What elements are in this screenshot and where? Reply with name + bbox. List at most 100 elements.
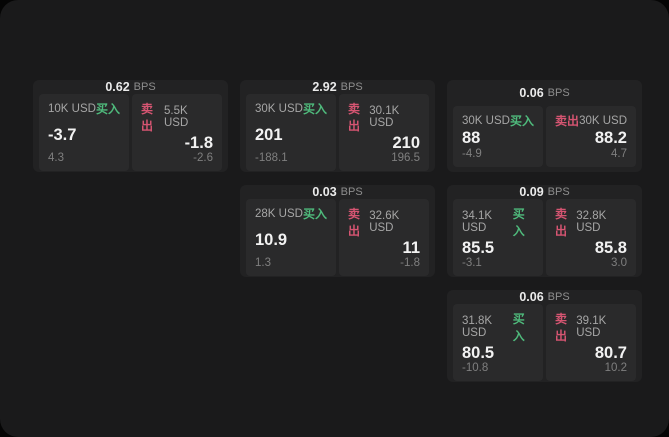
- card-body: 30K USD 买入 201 -188.1 卖出 30.1K USD 210 1…: [246, 94, 429, 172]
- card-header: 2.92 BPS: [246, 80, 429, 94]
- sell-change: -1.8: [400, 257, 420, 270]
- card-header: 0.62 BPS: [39, 80, 222, 94]
- buy-price: 201: [255, 125, 283, 144]
- sell-size-label: 5.5K USD: [164, 105, 189, 129]
- card-body: 34.1K USD 买入 85.5 -3.1 卖出 32.8K USD 85.8…: [453, 199, 636, 277]
- quotes-grid: 0.62 BPS 10K USD 买入 -3.7 4.3 卖出 5.5K USD…: [33, 80, 642, 382]
- buy-size-label: 31.8K USD: [462, 315, 493, 339]
- sell-quote[interactable]: 卖出 30K USD 88.2 4.7: [546, 106, 636, 167]
- sell-size-label: 32.8K USD: [576, 210, 607, 234]
- buy-side-label: 买入: [302, 102, 327, 116]
- sell-size-label: 39.1K USD: [576, 315, 607, 339]
- sell-quote[interactable]: 卖出 30.1K USD 210 196.5: [339, 94, 429, 172]
- sell-side-label: 卖出: [555, 207, 568, 238]
- buy-size-label: 30K USD: [255, 102, 303, 115]
- sell-price: 11: [402, 239, 420, 257]
- bps-unit-label: BPS: [133, 81, 156, 93]
- buy-quote-header: 10K USD 买入: [48, 100, 120, 117]
- buy-quote[interactable]: 30K USD 买入 88 -4.9: [453, 106, 543, 167]
- card-header: 0.09 BPS: [453, 185, 636, 199]
- buy-size-label: 30K USD: [462, 114, 510, 127]
- buy-price: -3.7: [48, 125, 77, 144]
- card-body: 28K USD 买入 10.9 1.3 卖出 32.6K USD 11 -1.8: [246, 199, 429, 277]
- sell-quote[interactable]: 卖出 32.6K USD 11 -1.8: [339, 199, 429, 277]
- buy-quote[interactable]: 10K USD 买入 -3.7 4.3: [39, 94, 129, 172]
- quote-card: 2.92 BPS 30K USD 买入 201 -188.1 卖出 30.1K …: [240, 80, 435, 172]
- sell-quote[interactable]: 卖出 5.5K USD -1.8 -2.6: [132, 94, 222, 172]
- spread-bps-value: 0.06: [519, 290, 544, 304]
- sell-price: 80.7: [594, 344, 627, 362]
- sell-price: 210: [392, 134, 420, 152]
- sell-change: -2.6: [193, 152, 213, 165]
- card-header: 0.06 BPS: [453, 290, 636, 304]
- quote-card: 0.06 BPS 31.8K USD 买入 80.5 -10.8 卖出 39.1…: [447, 290, 642, 382]
- sell-size-label: 30.1K USD: [369, 105, 400, 129]
- bps-unit-label: BPS: [340, 186, 363, 198]
- buy-quote[interactable]: 28K USD 买入 10.9 1.3: [246, 199, 336, 277]
- sell-price: -1.8: [184, 134, 213, 152]
- sell-change: 4.7: [611, 147, 627, 160]
- buy-change: -4.9: [462, 147, 482, 160]
- sell-side-label: 卖出: [555, 312, 568, 343]
- bps-unit-label: BPS: [340, 81, 363, 93]
- sell-change: 196.5: [391, 152, 420, 165]
- sell-quote-header: 卖出 30K USD: [555, 112, 627, 129]
- sell-size-label: 32.6K USD: [369, 210, 400, 234]
- sell-quote-header: 卖出 5.5K USD: [141, 100, 213, 134]
- buy-size-label: 28K USD: [255, 207, 303, 220]
- buy-price: 88: [462, 129, 481, 148]
- buy-quote[interactable]: 34.1K USD 买入 85.5 -3.1: [453, 199, 543, 277]
- sell-quote-header: 卖出 32.6K USD: [348, 205, 420, 239]
- card-body: 10K USD 买入 -3.7 4.3 卖出 5.5K USD -1.8 -2.…: [39, 94, 222, 172]
- buy-size-label: 34.1K USD: [462, 210, 493, 234]
- bps-unit-label: BPS: [547, 186, 570, 198]
- quote-card: 0.09 BPS 34.1K USD 买入 85.5 -3.1 卖出 32.8K…: [447, 185, 642, 277]
- sell-change: 10.2: [604, 362, 627, 375]
- buy-change: 4.3: [48, 152, 64, 165]
- buy-quote-header: 31.8K USD 买入: [462, 310, 534, 344]
- card-header: 0.06 BPS: [453, 80, 636, 106]
- buy-change: -10.8: [462, 362, 489, 375]
- spread-bps-value: 0.06: [519, 86, 544, 100]
- sell-quote-header: 卖出 32.8K USD: [555, 205, 627, 239]
- quote-card: 0.03 BPS 28K USD 买入 10.9 1.3 卖出 32.6K US…: [240, 185, 435, 277]
- sell-side-label: 卖出: [555, 114, 580, 128]
- sell-quote[interactable]: 卖出 32.8K USD 85.8 3.0: [546, 199, 636, 277]
- sell-change: 3.0: [611, 257, 627, 270]
- sell-quote[interactable]: 卖出 39.1K USD 80.7 10.2: [546, 304, 636, 382]
- buy-price: 10.9: [255, 230, 288, 249]
- buy-quote-header: 28K USD 买入: [255, 205, 327, 222]
- card-header: 0.03 BPS: [246, 185, 429, 199]
- spread-bps-value: 0.03: [312, 185, 337, 199]
- buy-quote[interactable]: 31.8K USD 买入 80.5 -10.8: [453, 304, 543, 382]
- buy-quote-header: 34.1K USD 买入: [462, 205, 534, 239]
- buy-change: 1.3: [255, 257, 271, 270]
- buy-side-label: 买入: [512, 207, 525, 238]
- quote-card: 0.06 BPS 30K USD 买入 88 -4.9 卖出 30K USD 8…: [447, 80, 642, 172]
- buy-side-label: 买入: [302, 207, 327, 221]
- spread-bps-value: 2.92: [312, 80, 337, 94]
- sell-side-label: 卖出: [141, 102, 154, 133]
- sell-size-label: 30K USD: [579, 114, 627, 127]
- card-body: 30K USD 买入 88 -4.9 卖出 30K USD 88.2 4.7: [453, 106, 636, 167]
- buy-change: -3.1: [462, 257, 482, 270]
- bps-unit-label: BPS: [547, 87, 570, 99]
- sell-side-label: 卖出: [348, 207, 361, 238]
- buy-side-label: 买入: [95, 102, 120, 116]
- quote-card: 0.62 BPS 10K USD 买入 -3.7 4.3 卖出 5.5K USD…: [33, 80, 228, 172]
- buy-size-label: 10K USD: [48, 102, 96, 115]
- card-body: 31.8K USD 买入 80.5 -10.8 卖出 39.1K USD 80.…: [453, 304, 636, 382]
- buy-side-label: 买入: [509, 114, 534, 128]
- buy-quote[interactable]: 30K USD 买入 201 -188.1: [246, 94, 336, 172]
- sell-side-label: 卖出: [348, 102, 361, 133]
- sell-quote-header: 卖出 30.1K USD: [348, 100, 420, 134]
- buy-price: 85.5: [462, 239, 495, 257]
- spread-bps-value: 0.62: [105, 80, 130, 94]
- sell-price: 88.2: [594, 129, 627, 148]
- sell-quote-header: 卖出 39.1K USD: [555, 310, 627, 344]
- buy-price: 80.5: [462, 344, 495, 362]
- spread-bps-value: 0.09: [519, 185, 544, 199]
- buy-change: -188.1: [255, 152, 288, 165]
- sell-price: 85.8: [594, 239, 627, 257]
